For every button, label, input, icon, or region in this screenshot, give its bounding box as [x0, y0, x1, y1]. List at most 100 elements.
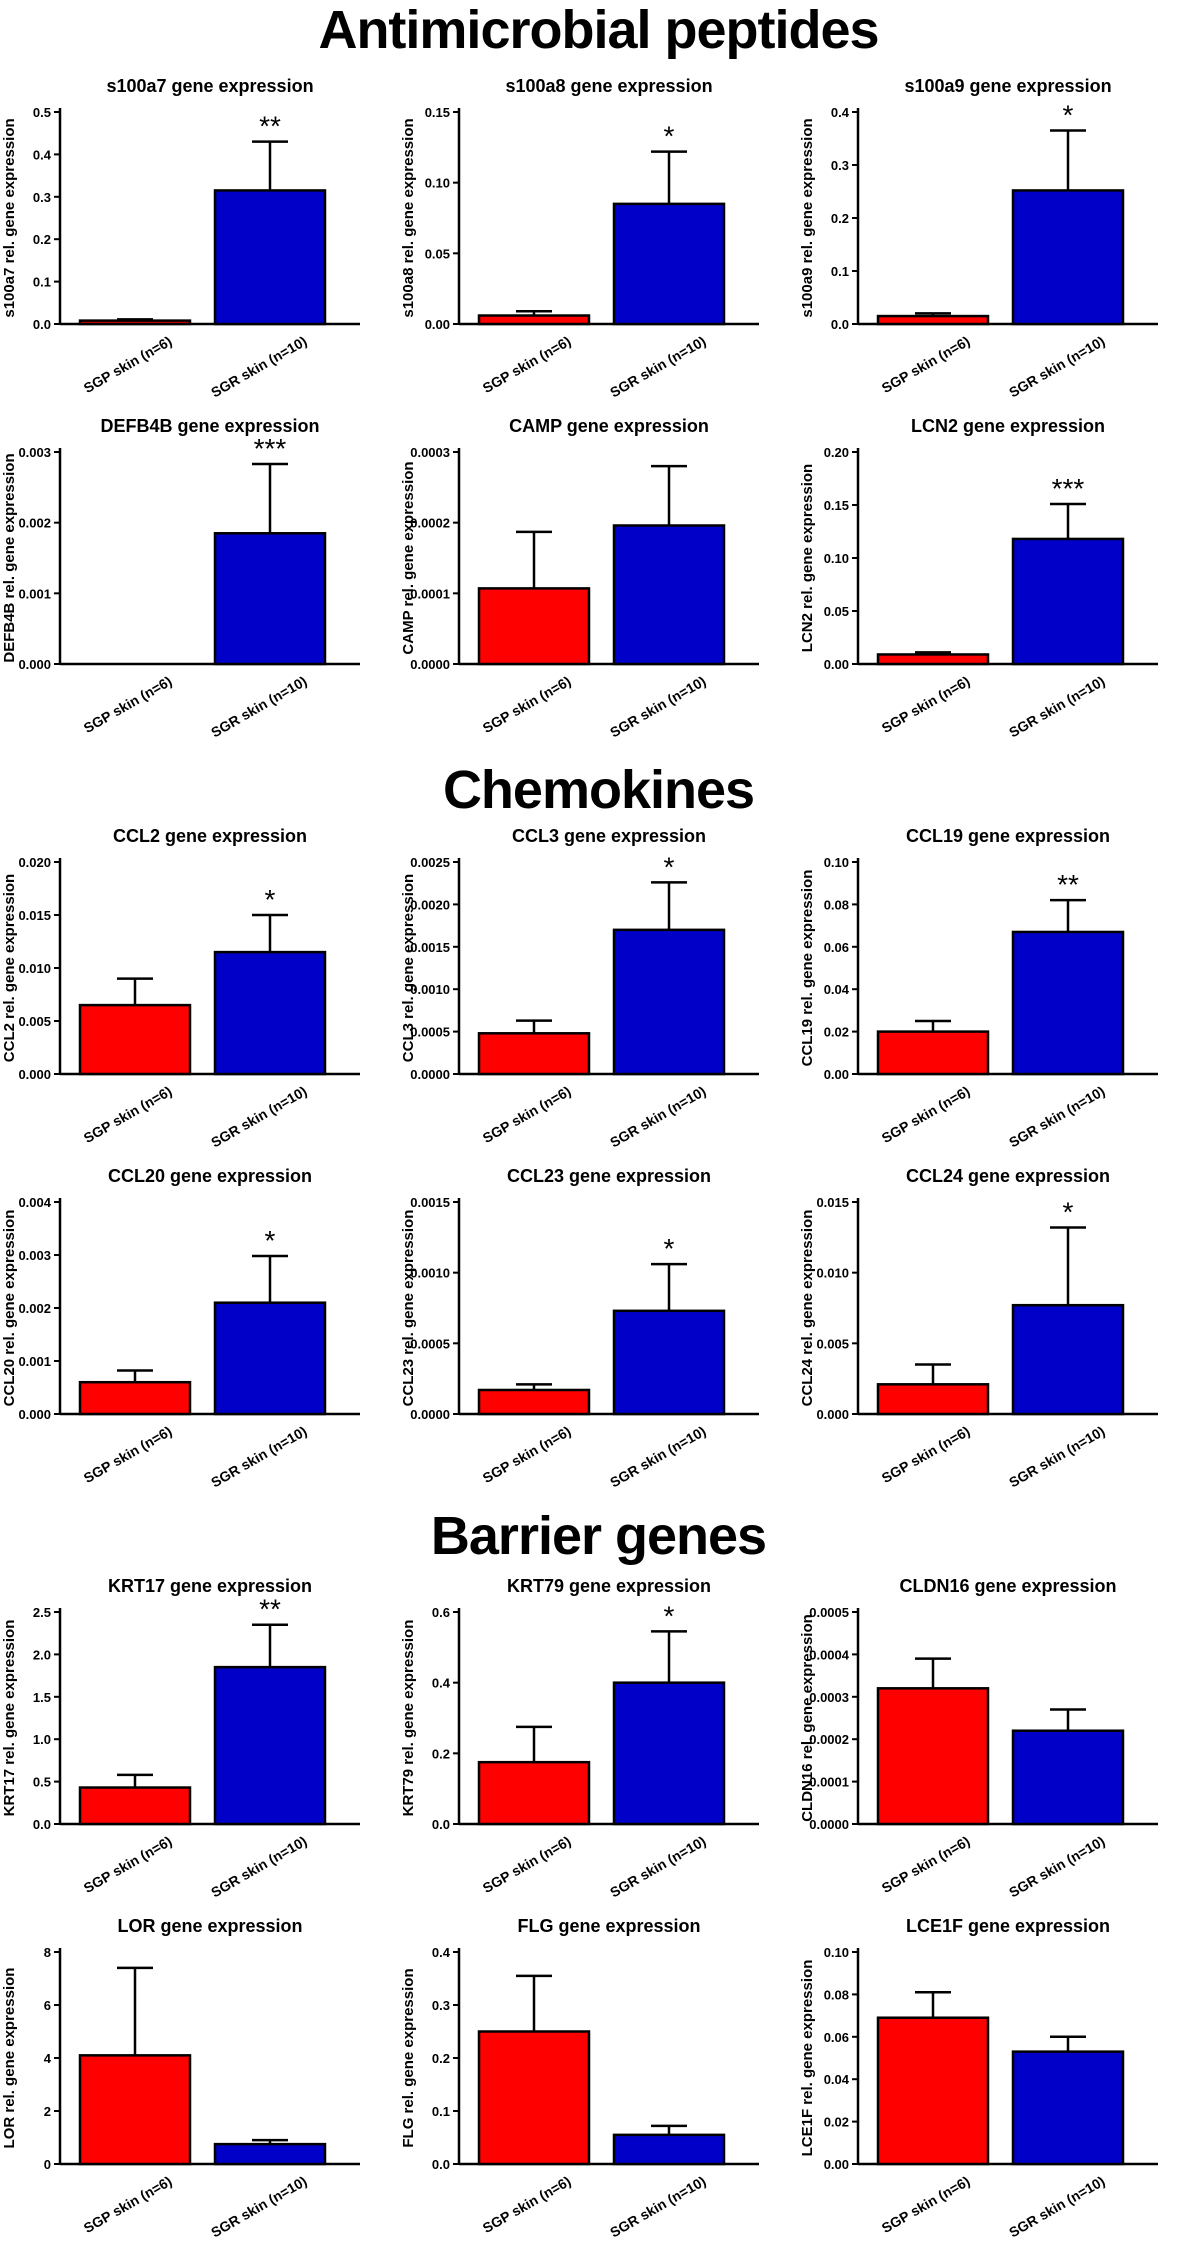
y-axis-label: LCE1F rel. gene expression	[799, 1960, 816, 2157]
bar-sgp	[78, 1380, 192, 1416]
y-tick-label: 0.0020	[410, 897, 450, 912]
x-category-label: SGP skin (n=6)	[879, 673, 973, 736]
y-tick-label: 0.1	[831, 264, 849, 279]
bar-sgr	[213, 532, 327, 666]
significance-marker: **	[259, 111, 281, 142]
bar-sgp	[876, 1687, 990, 1826]
significance-marker: *	[664, 1233, 675, 1264]
y-tick-label: 0.4	[432, 1676, 451, 1691]
y-tick-label: 0.5	[33, 105, 51, 120]
chart-1: s100a8 gene expression s100a8 rel. gene e…	[400, 76, 759, 400]
y-tick-label: 0.001	[18, 1354, 51, 1369]
y-tick-label: 0.0005	[410, 1336, 450, 1351]
y-tick-label: 0.0010	[410, 982, 450, 997]
chart-2: s100a9 gene expression s100a9 rel. gene e…	[799, 76, 1158, 400]
y-tick-label: 0.4	[831, 105, 850, 120]
y-tick-label: 0.0003	[809, 1690, 849, 1705]
bar-sgr	[612, 2133, 726, 2166]
chart-title: LCN2 gene expression	[911, 416, 1105, 436]
y-tick-label: 0.05	[824, 604, 849, 619]
chart-4: CAMP gene expression CAMP rel. gene expre…	[400, 416, 759, 741]
chart-title: s100a9 gene expression	[904, 76, 1111, 96]
x-category-label: SGR skin (n=10)	[1006, 1083, 1107, 1151]
x-category-label: SGP skin (n=6)	[480, 673, 574, 736]
x-category-label: SGP skin (n=6)	[879, 1833, 973, 1896]
y-tick-label: 0.3	[432, 1998, 450, 2013]
y-tick-label: 0.15	[425, 105, 450, 120]
bar-sgr	[213, 1301, 327, 1416]
bar-sgp	[477, 587, 591, 666]
y-tick-label: 0.0	[831, 317, 849, 332]
y-tick-label: 0.06	[824, 940, 849, 955]
chart-title: DEFB4B gene expression	[100, 416, 319, 436]
y-tick-label: 0.000	[18, 657, 51, 672]
y-tick-label: 0.2	[432, 1746, 450, 1761]
chart-9: CCL20 gene expression CCL20 rel. gene exp…	[1, 1166, 360, 1491]
y-tick-label: 0.002	[18, 1301, 51, 1316]
significance-marker: ***	[254, 433, 287, 464]
y-tick-label: 0.2	[831, 211, 849, 226]
significance-marker: *	[1063, 1196, 1074, 1227]
y-tick-label: 0.001	[18, 586, 51, 601]
y-axis-label: s100a7 rel. gene expression	[1, 118, 18, 317]
bar-sgp	[876, 653, 990, 666]
y-axis-label: CCL19 rel. gene expression	[799, 870, 816, 1067]
bar-sgp	[477, 314, 591, 326]
chart-title: CCL3 gene expression	[512, 826, 706, 846]
x-category-label: SGR skin (n=10)	[607, 2173, 708, 2241]
chart-7: CCL3 gene expression CCL3 rel. gene expre…	[400, 826, 759, 1150]
chart-13: KRT79 gene expression KRT79 rel. gene exp…	[400, 1576, 759, 1900]
y-tick-label: 0.0000	[410, 1067, 450, 1082]
y-tick-label: 0.00	[824, 657, 849, 672]
y-tick-label: 0.0005	[809, 1605, 849, 1620]
chart-title: CAMP gene expression	[509, 416, 709, 436]
y-tick-label: 0.2	[33, 232, 51, 247]
chart-title: CCL2 gene expression	[113, 826, 307, 846]
y-axis-label: LCN2 rel. gene expression	[799, 464, 816, 652]
y-tick-label: 0.005	[18, 1014, 51, 1029]
significance-marker: ***	[1052, 473, 1085, 504]
y-axis-label: FLG rel. gene expression	[400, 1968, 417, 2147]
significance-marker: **	[259, 1594, 281, 1625]
y-tick-label: 0.10	[824, 855, 849, 870]
bar-sgp	[78, 319, 192, 326]
x-category-label: SGR skin (n=10)	[1006, 1423, 1107, 1491]
chart-0: s100a7 gene expression s100a7 rel. gene e…	[1, 76, 360, 400]
x-category-label: SGR skin (n=10)	[1006, 673, 1107, 741]
chart-17: LCE1F gene expression LCE1F rel. gene exp…	[799, 1916, 1158, 2240]
y-tick-label: 0.000	[18, 1407, 51, 1422]
x-category-label: SGP skin (n=6)	[879, 2173, 973, 2236]
y-tick-label: 0.06	[824, 2030, 849, 2045]
y-tick-label: 0.3	[33, 190, 51, 205]
bar-sgp	[876, 1030, 990, 1076]
chart-title: CCL23 gene expression	[507, 1166, 711, 1186]
x-category-label: SGR skin (n=10)	[208, 2173, 309, 2241]
significance-marker: **	[1057, 869, 1079, 900]
x-category-label: SGP skin (n=6)	[81, 1423, 175, 1486]
significance-marker: *	[664, 851, 675, 882]
y-axis-label: CCL2 rel. gene expression	[1, 874, 18, 1062]
y-tick-label: 0.3	[831, 158, 849, 173]
y-axis-label: s100a9 rel. gene expression	[799, 118, 816, 317]
y-axis-label: CAMP rel. gene expression	[400, 461, 417, 654]
x-category-label: SGR skin (n=10)	[607, 673, 708, 741]
chart-title: s100a8 gene expression	[505, 76, 712, 96]
significance-marker: *	[664, 1600, 675, 1631]
y-tick-label: 0.020	[18, 855, 51, 870]
y-tick-label: 0.4	[432, 1945, 451, 1960]
section-title-barrier: Barrier genes	[430, 1506, 767, 1566]
bar-sgr	[213, 189, 327, 326]
y-tick-label: 0.015	[18, 908, 51, 923]
y-tick-label: 0.0025	[410, 855, 450, 870]
y-tick-label: 0.0001	[410, 586, 450, 601]
y-tick-label: 4	[44, 2051, 52, 2066]
bar-sgr	[213, 1665, 327, 1826]
significance-marker: *	[265, 1225, 276, 1256]
y-tick-label: 0.010	[816, 1266, 849, 1281]
x-category-label: SGR skin (n=10)	[208, 673, 309, 741]
bar-sgr	[1011, 2050, 1125, 2166]
chart-10: CCL23 gene expression CCL23 rel. gene exp…	[400, 1166, 759, 1490]
y-tick-label: 1.5	[33, 1690, 51, 1705]
x-category-label: SGR skin (n=10)	[208, 1423, 309, 1491]
x-category-label: SGP skin (n=6)	[879, 1083, 973, 1146]
